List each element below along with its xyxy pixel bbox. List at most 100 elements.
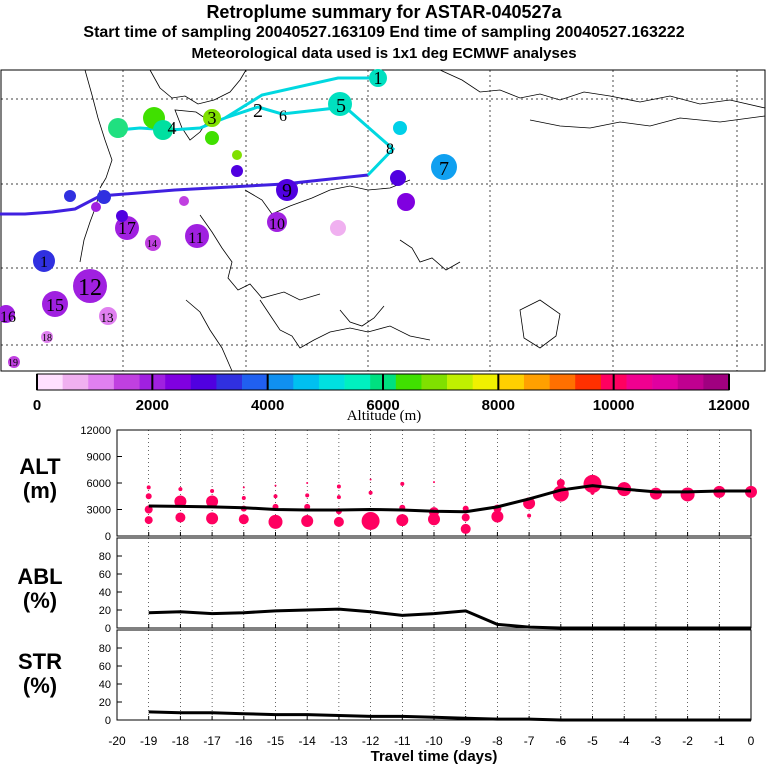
map-label: 19 xyxy=(8,358,18,369)
colorbar-swatch xyxy=(395,374,422,390)
x-tick-label: -15 xyxy=(267,734,285,748)
x-tick-label: -9 xyxy=(460,734,471,748)
cluster-point xyxy=(491,510,504,523)
str-panel-title: STR (%) xyxy=(0,650,80,698)
map-labels: 1 5 7 9 10 11 12 13 15 16 1 2 6 3 4 8 17… xyxy=(0,68,449,369)
colorbar-tick-label: 10000 xyxy=(593,397,635,414)
y-tick-label: 9000 xyxy=(87,452,111,464)
altitude-colorbar: 0 2000 4000 6000 8000 10000 12000 xyxy=(33,373,750,414)
colorbar-swatch xyxy=(165,374,192,390)
x-tick-label: -20 xyxy=(108,734,126,748)
map-label: 9 xyxy=(282,180,292,202)
map-label: 10 xyxy=(269,216,285,233)
colorbar-swatch xyxy=(677,374,704,390)
cluster-point xyxy=(461,513,470,522)
x-tick-label: -14 xyxy=(299,734,317,748)
cluster-point xyxy=(680,487,695,502)
cluster-point xyxy=(268,514,283,529)
colorbar-tick-label: 12000 xyxy=(708,397,750,414)
y-tick-label: 0 xyxy=(105,715,111,727)
trajectory-upper-branch xyxy=(224,76,378,120)
map-label: 12 xyxy=(78,275,102,301)
map-label: 3 xyxy=(208,108,217,128)
cluster-point xyxy=(144,505,153,514)
cluster-point xyxy=(144,516,153,525)
x-tick-label: -16 xyxy=(235,734,253,748)
cluster-point xyxy=(238,514,249,525)
cluster-point xyxy=(368,490,373,495)
colorbar-swatch xyxy=(88,374,115,390)
y-tick-label: 40 xyxy=(99,679,111,691)
y-tick-label: 0 xyxy=(105,623,111,635)
colorbar-swatch xyxy=(626,374,653,390)
colorbar-swatch xyxy=(113,374,140,390)
cluster-point xyxy=(556,479,565,487)
cluster-point xyxy=(174,495,187,508)
abl-title: ABL xyxy=(17,564,63,589)
y-tick-label: 60 xyxy=(99,569,111,581)
cluster-point xyxy=(274,484,277,487)
colorbar-swatch xyxy=(242,374,268,390)
cluster-point xyxy=(333,516,344,527)
trajectory-mean-low xyxy=(0,173,369,216)
colorbar-swatch xyxy=(216,374,243,390)
cluster-point xyxy=(396,514,409,527)
y-tick-label: 3000 xyxy=(87,505,111,517)
map-label: 1 xyxy=(374,68,383,88)
str-ylabel: (%) xyxy=(22,673,58,698)
cluster-point xyxy=(210,488,215,493)
map-label: 2 xyxy=(253,100,263,122)
y-tick-label: 6000 xyxy=(87,478,111,490)
y-tick-label: 80 xyxy=(99,643,111,655)
alt-series-line xyxy=(148,484,751,514)
cluster-point xyxy=(241,496,246,501)
x-tick-label: -18 xyxy=(172,734,190,748)
cluster-point xyxy=(304,503,311,510)
x-tick-label: 0 xyxy=(748,734,755,748)
map-label: 18 xyxy=(42,333,52,344)
colorbar-swatch xyxy=(472,374,499,390)
colorbar-swatch xyxy=(318,374,345,390)
cluster-point xyxy=(460,523,471,534)
y-tick-label: 20 xyxy=(99,605,111,617)
x-tick-label: -8 xyxy=(492,734,503,748)
abl-panel-title: ABL (%) xyxy=(0,565,80,613)
colorbar-swatch xyxy=(37,374,63,390)
cluster-point xyxy=(583,474,602,493)
map-label: 4 xyxy=(168,118,177,138)
cluster-point xyxy=(273,494,278,499)
colorbar-tick-label: 0 xyxy=(33,397,41,414)
cluster-point xyxy=(306,482,309,484)
map-label: 6 xyxy=(279,108,287,125)
cluster-point xyxy=(305,493,310,498)
chart-note: Meteorological data used is 1x1 deg ECMW… xyxy=(191,45,577,62)
cluster-point xyxy=(369,478,372,481)
cluster-point xyxy=(206,495,219,508)
y-tick-label: 12000 xyxy=(80,425,111,437)
alt-title: ALT xyxy=(19,454,61,479)
cluster-point xyxy=(361,511,380,530)
colorbar-swatch xyxy=(652,374,679,390)
map-label: 5 xyxy=(336,95,346,117)
x-tick-label: -12 xyxy=(362,734,380,748)
x-tick-label: -3 xyxy=(651,734,662,748)
y-tick-label: 40 xyxy=(99,587,111,599)
colorbar-swatch xyxy=(703,374,730,390)
x-tick-label: -19 xyxy=(140,734,158,748)
colorbar-swatch xyxy=(421,374,448,390)
cluster-point xyxy=(242,486,245,489)
cluster-point xyxy=(145,493,152,500)
cluster-point xyxy=(590,490,595,495)
colorbar-swatch xyxy=(549,374,576,390)
colorbar-swatch xyxy=(190,374,217,390)
map-label: 7 xyxy=(439,158,449,180)
colorbar-swatch xyxy=(267,374,294,390)
colorbar-tick-label: 6000 xyxy=(366,397,399,414)
abl-series-line xyxy=(148,607,751,630)
colorbar-swatch xyxy=(344,374,371,390)
x-tick-label: -1 xyxy=(714,734,725,748)
x-tick-label: -4 xyxy=(619,734,630,748)
x-tick-label: -13 xyxy=(330,734,348,748)
alt-ylabel: (m) xyxy=(22,478,58,503)
